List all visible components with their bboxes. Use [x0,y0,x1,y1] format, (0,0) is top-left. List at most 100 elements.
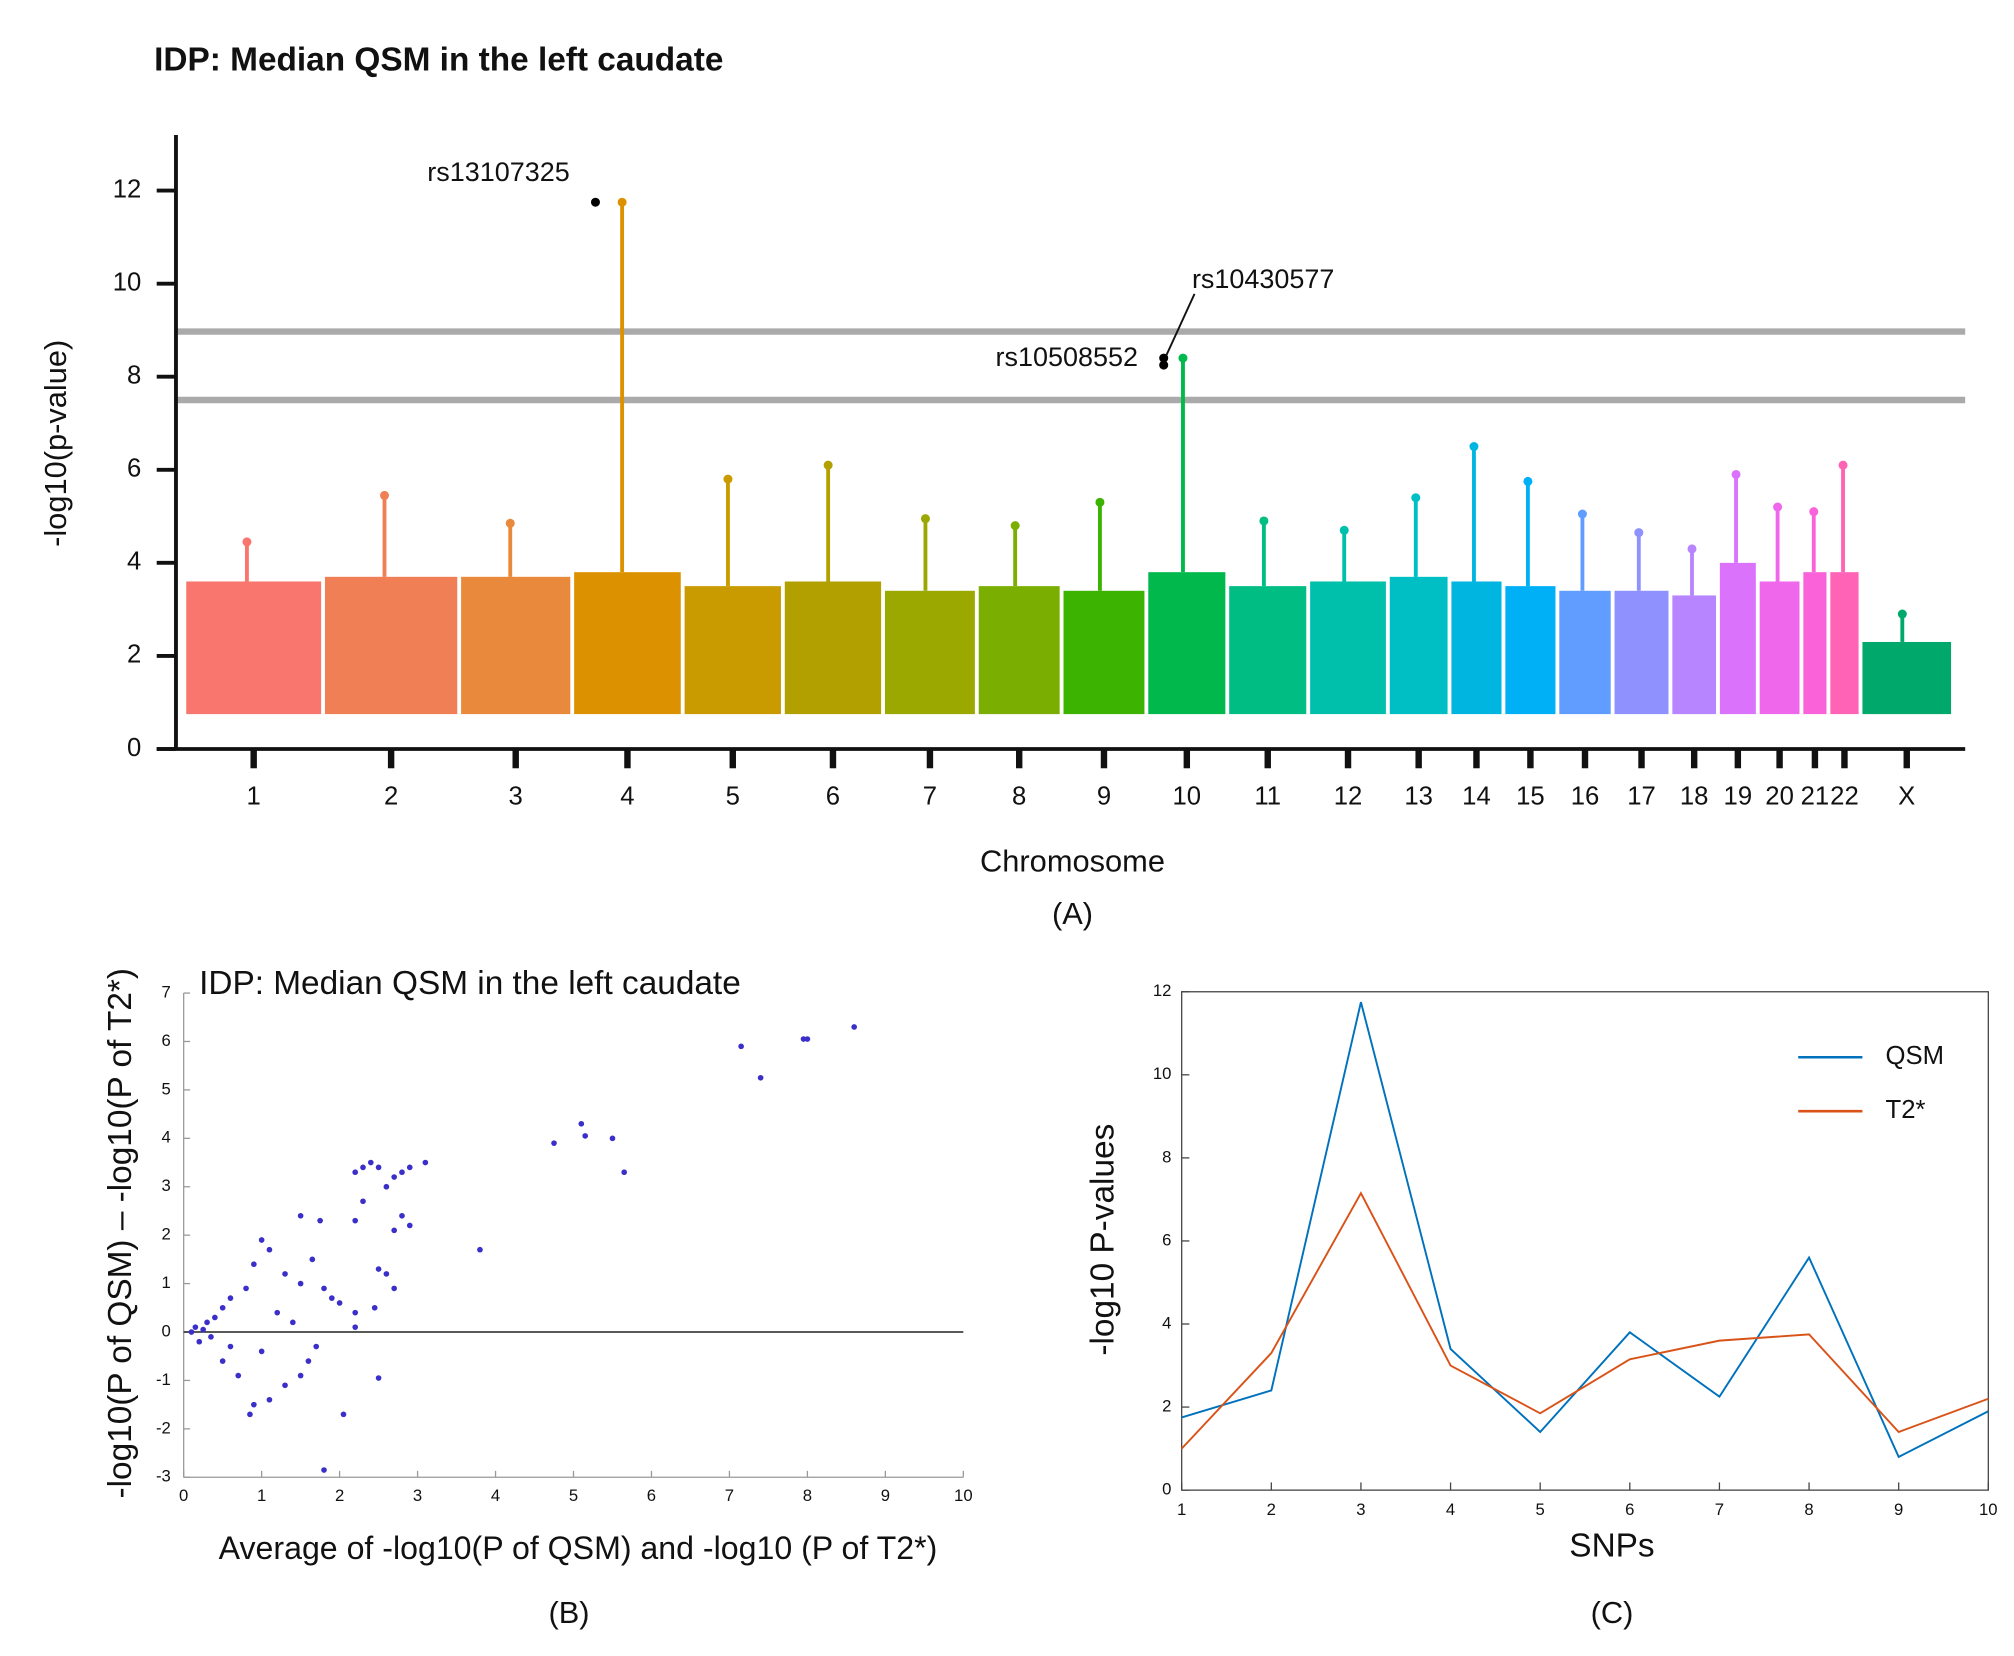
point [383,1271,390,1277]
y-tick-label: 12 [113,175,142,203]
point [621,1169,628,1176]
caption: (B) [548,1595,589,1630]
y-tick-label: -3 [156,1467,171,1486]
snp-cloud [1389,576,1448,715]
point [309,1256,316,1263]
x-tick-label: 7 [1715,1500,1724,1519]
peak-snp [1010,521,1020,531]
point [375,1266,382,1272]
point [212,1314,218,1321]
figure-title: IDP: Median QSM in the left caudate [154,42,723,79]
point [406,1222,413,1229]
y-tick-label: -1 [156,1370,171,1389]
y-tick-label: 5 [162,1079,171,1098]
x-tick-label: 6 [826,783,840,811]
x-tick-label: 16 [1571,783,1600,811]
point [383,1183,390,1190]
peak-snp [1095,497,1105,507]
point [757,1074,764,1081]
snp-cloud [1803,572,1827,715]
point [336,1300,343,1306]
point [804,1036,811,1042]
point [360,1164,366,1171]
series-line [1181,1001,1989,1459]
y-tick-label: 3 [162,1176,171,1195]
point [352,1309,359,1316]
y-tick-label: 10 [113,268,142,296]
peak-snp [1773,502,1783,512]
point [371,1304,378,1311]
snp-cloud [784,581,882,715]
x-tick-label: 18 [1680,783,1709,811]
point [328,1295,335,1301]
point [243,1285,249,1292]
x-tick-label: 10 [1979,1500,1998,1519]
point [192,1324,199,1330]
point [196,1338,203,1345]
annotation-label: rs10430577 [1192,264,1334,294]
snp-cloud [684,586,781,715]
snp-cloud [1719,562,1756,715]
peak-snp [380,490,389,500]
peak-snp [823,460,833,470]
x-tick-label: 4 [491,1486,500,1505]
y-axis-label: -log10 P-values [1084,1124,1121,1356]
peak-snp [1469,442,1479,452]
point [582,1133,589,1139]
annotated-snp [590,197,600,207]
point [321,1467,327,1473]
snp-cloud [1862,641,1952,715]
x-tick-label: X [1898,783,1915,811]
point [297,1212,304,1219]
x-tick-label: 6 [1625,1500,1634,1519]
x-tick-label: 4 [1446,1500,1455,1519]
x-tick-label: 9 [881,1486,890,1505]
snp-cloud [1830,572,1859,715]
point [352,1169,359,1176]
y-tick-label: -2 [156,1418,171,1437]
legend-label: T2* [1886,1096,1926,1124]
point [235,1372,242,1379]
series-line [1180,1191,1989,1450]
peak-snp [723,474,733,484]
peak-snp [1634,528,1644,538]
point [551,1140,557,1146]
point [313,1343,320,1350]
point [609,1135,616,1142]
snp-cloud [1559,590,1611,715]
snp-cloud [884,590,975,715]
y-tick-label: 2 [162,1225,171,1244]
y-tick-label: 8 [127,361,141,389]
point [391,1227,398,1234]
x-tick-label: 4 [620,783,634,811]
y-tick-label: 2 [1162,1396,1171,1415]
point [258,1348,265,1355]
point [367,1159,374,1166]
peak-snp [1687,544,1697,554]
point [282,1271,288,1277]
y-tick-label: 6 [162,1031,171,1050]
x-tick-label: 9 [1894,1500,1903,1519]
snp-cloud [1063,590,1145,715]
peak-snp [920,514,930,524]
point [247,1411,253,1418]
y-tick-label: 0 [127,734,141,762]
point [258,1237,265,1243]
x-tick-label: 15 [1516,783,1545,811]
peak-snp [1577,509,1587,519]
point [375,1375,382,1381]
y-tick-label: 6 [127,455,141,483]
plot-frame [1181,991,1989,1491]
x-tick-label: 8 [1012,783,1026,811]
snp-cloud [461,576,571,715]
point [422,1159,429,1166]
point [290,1319,296,1326]
x-tick-label: 2 [384,783,398,811]
snp-cloud [324,576,458,715]
point [200,1326,206,1333]
snp-cloud [1505,586,1556,715]
peak-snp [1838,460,1848,470]
annotated-snp [1159,353,1169,363]
